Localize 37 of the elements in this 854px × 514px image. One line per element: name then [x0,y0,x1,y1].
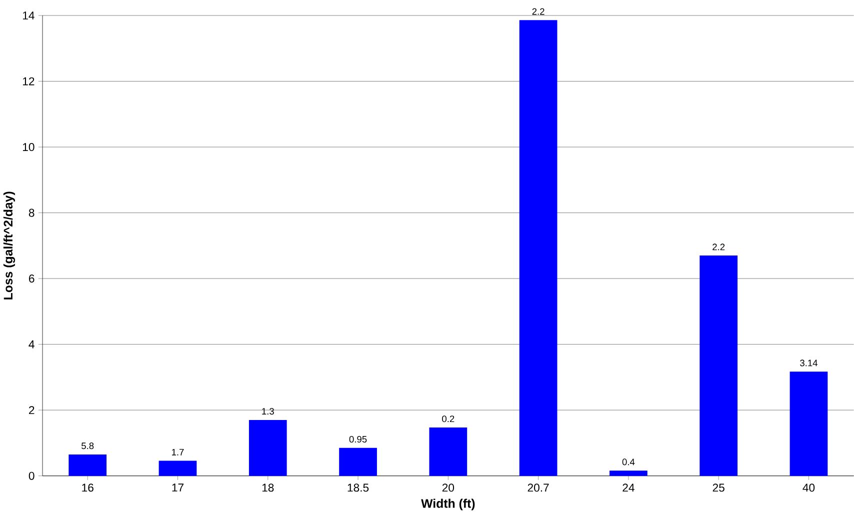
y-tick-label: 8 [28,208,34,217]
bar [248,420,287,476]
y-tick-label: 12 [22,77,34,86]
x-tick-label: 18 [262,484,274,492]
x-tick-label: 24 [622,484,634,492]
annotation: 0.95 [349,436,367,443]
bar [519,20,558,476]
x-tick-label: 40 [802,484,815,492]
x-tick-label: 18.5 [348,484,369,492]
annotation: 2.2 [712,244,725,250]
x-tick-label: 20 [442,484,454,492]
bar [429,428,468,476]
y-axis-title: Loss (gal/ft^2/day) [3,192,16,300]
bar [68,454,107,476]
bar [610,470,648,476]
x-tick-label: 17 [172,484,184,492]
y-tick-label: 14 [22,12,34,20]
y-tick-label: 6 [29,274,34,283]
x-tick-label: 20.7 [528,484,549,492]
bar [339,448,377,476]
x-axis-title: Width (ft) [421,498,475,510]
x-tick-label: 16 [82,484,94,492]
bar [700,256,738,476]
y-tick-label: 2 [29,406,34,414]
y-tick-label: 0 [28,472,34,480]
annotation: 3.14 [800,360,818,366]
y-tick-label: 10 [22,143,34,152]
annotation: 1.3 [262,408,274,415]
annotation: 1.7 [172,449,184,456]
annotation: 2.2 [532,8,544,15]
annotation: 5.8 [82,442,94,450]
y-tick-label: 4 [28,340,34,348]
x-tick-label: 25 [712,484,724,492]
annotation: 0.2 [442,416,454,422]
annotation: 0.4 [622,458,635,466]
bar [158,460,197,476]
bar [790,372,828,476]
